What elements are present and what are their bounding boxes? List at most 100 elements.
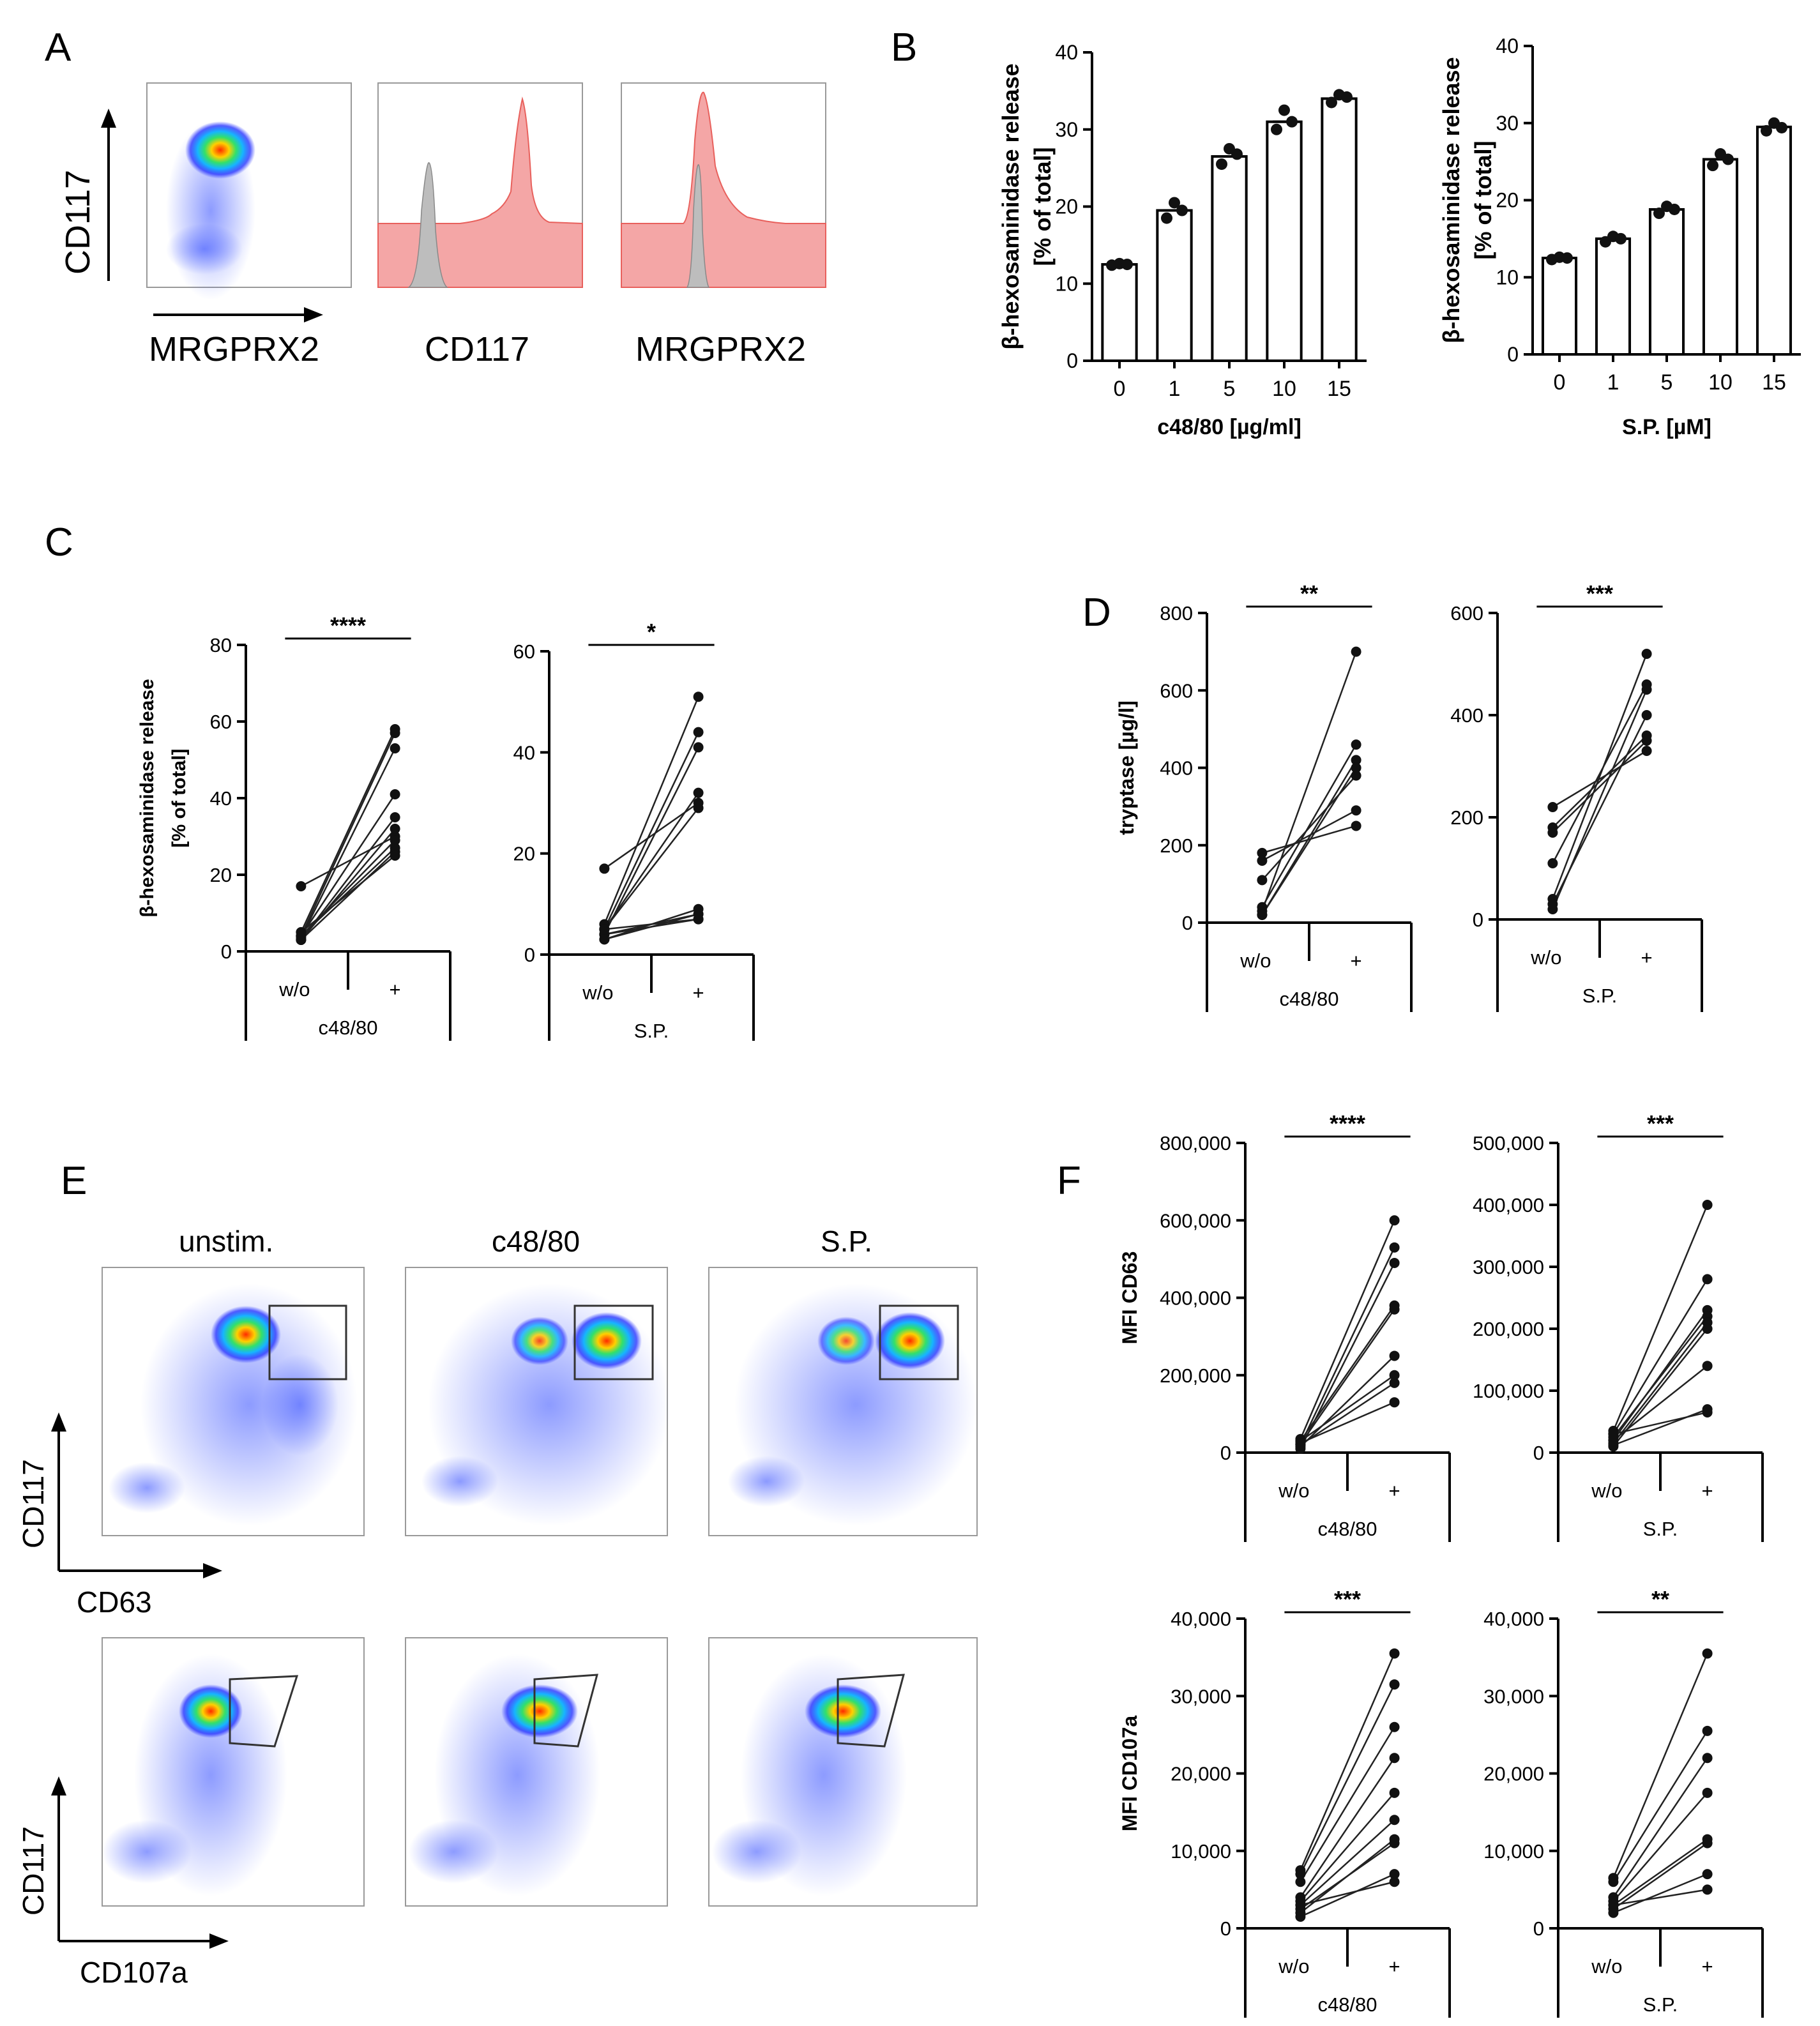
data-point (1169, 197, 1180, 209)
y-tick-label: 0 (524, 944, 535, 966)
data-point (1653, 208, 1665, 220)
pair-line (1552, 714, 1648, 905)
data-point-after (1351, 770, 1361, 781)
y-tick-label: 500,000 (1473, 1132, 1544, 1154)
y-axis-title: β-hexosaminidase release (1438, 57, 1464, 343)
group-label: S.P. (1582, 985, 1618, 1007)
y-tick-label: 30,000 (1171, 1685, 1231, 1707)
pair-line (300, 729, 396, 933)
pair-line (300, 732, 396, 937)
pair-line (1612, 1315, 1708, 1438)
y-tick-label: 20 (210, 864, 232, 886)
paired-chart-d-c48-80: 0 200 400 600 800 w/o + c48/80 ** tryptase [µg/l] (1115, 580, 1413, 1012)
data-point-before (1547, 858, 1558, 868)
x-category-label: w/o (1591, 1955, 1622, 1977)
y-tick-label: 20 (513, 843, 535, 865)
pair-line (1612, 1730, 1708, 1882)
data-point-after (390, 835, 400, 845)
pair-line (1300, 1684, 1395, 1875)
x-category-label: + (1702, 1955, 1713, 1977)
x-tick-label: 0 (1554, 370, 1566, 395)
y-tick-label: 400 (1160, 757, 1193, 780)
significance-label: *** (1334, 1586, 1361, 1612)
data-point-before (1547, 802, 1558, 812)
data-point-after (1351, 755, 1361, 766)
data-point (1615, 232, 1627, 245)
pair-line (1300, 1757, 1395, 1898)
y-tick-label: 600 (1160, 679, 1193, 702)
y-tick-label: 300,000 (1473, 1256, 1544, 1278)
pair-line (300, 847, 396, 937)
pair-line (1612, 1792, 1708, 1902)
paired-chart-c-c48-80: 0 20 40 60 80 w/o + c48/80 **** β-hexosaminidase … (137, 612, 451, 1041)
group-label: S.P. (1643, 1993, 1678, 2016)
x-category-label: w/o (278, 978, 310, 1001)
significance-label: * (647, 619, 656, 645)
flow-scatter-a-ylabel: CD117 (59, 170, 97, 275)
data-point-after (1702, 1884, 1713, 1895)
pair-line (1552, 740, 1648, 833)
pair-line (1612, 1408, 1708, 1446)
pair-line (1300, 1881, 1395, 1906)
data-point (1286, 116, 1298, 128)
pair-line (1612, 1873, 1708, 1914)
y-tick-label: 20,000 (1171, 1763, 1231, 1785)
hist-cd117-xlabel: CD117 (425, 330, 529, 368)
bar (1156, 209, 1193, 362)
data-point-before (599, 934, 610, 945)
x-category-label: w/o (1278, 1479, 1309, 1502)
data-point-before (1295, 1900, 1306, 1910)
data-point-before (1295, 1911, 1306, 1922)
data-point (1271, 123, 1282, 135)
bar (1541, 257, 1578, 356)
y-tick-label: 400 (1450, 704, 1483, 727)
pair-line (1300, 1873, 1395, 1917)
significance-label: **** (330, 612, 366, 639)
pair-line (1552, 653, 1648, 900)
x-category-label: + (390, 978, 401, 1001)
pair-line (1552, 735, 1648, 828)
data-point-after (1702, 1869, 1713, 1880)
data-point-after (1702, 1274, 1713, 1285)
x-tick-label: 10 (1272, 377, 1296, 401)
data-point-after (1389, 1834, 1400, 1845)
pair-line (603, 696, 699, 925)
y-tick-label: 400,000 (1160, 1287, 1231, 1310)
pair-line (1261, 651, 1357, 912)
bar (1321, 97, 1358, 362)
paired-chart-f-cd107a-sp: 0 10,000 20,000 30,000 40,000 w/o + S.P. ** (1483, 1586, 1764, 2018)
y-axis-title: β-hexosaminidase release (137, 679, 158, 918)
hist-cd117-gray (407, 162, 449, 288)
flow-e-r2-ylabel: CD117 (17, 1826, 50, 1916)
pair-line (1300, 1374, 1395, 1442)
pair-line (1612, 1322, 1708, 1444)
group-label: c48/80 (1279, 988, 1338, 1010)
data-point-before (1295, 1433, 1306, 1444)
significance-label: *** (1586, 580, 1613, 607)
flow-e-r1c3-density (728, 1283, 977, 1526)
pair-line (300, 835, 396, 888)
data-point-before (296, 935, 307, 945)
data-point (1761, 125, 1772, 137)
data-point-after (1389, 1257, 1400, 1268)
y-tick-label: 0 (1533, 1917, 1544, 1940)
data-point-before (296, 927, 307, 937)
flow-e-r2-xarrow-head (209, 1933, 229, 1949)
group-label: c48/80 (1317, 1518, 1377, 1540)
panel-letter-c: C (45, 520, 73, 564)
panel-e-col-title-3: S.P. (821, 1225, 872, 1258)
data-point-after (1702, 1324, 1713, 1334)
pair-line (1261, 744, 1357, 908)
flow-e-r2-xlabel: CD107a (80, 1956, 188, 1989)
data-point-after (1389, 1877, 1400, 1887)
y-axis-title-line2: [% of total] (1029, 147, 1056, 266)
data-point-after (1351, 646, 1361, 657)
y-tick-label: 40,000 (1483, 1608, 1544, 1630)
panel-letter-e: E (61, 1159, 87, 1203)
x-category-label: w/o (1278, 1955, 1309, 1977)
bar (1101, 263, 1138, 362)
data-point-before (1257, 909, 1268, 920)
x-category-label: + (1389, 1955, 1400, 1977)
